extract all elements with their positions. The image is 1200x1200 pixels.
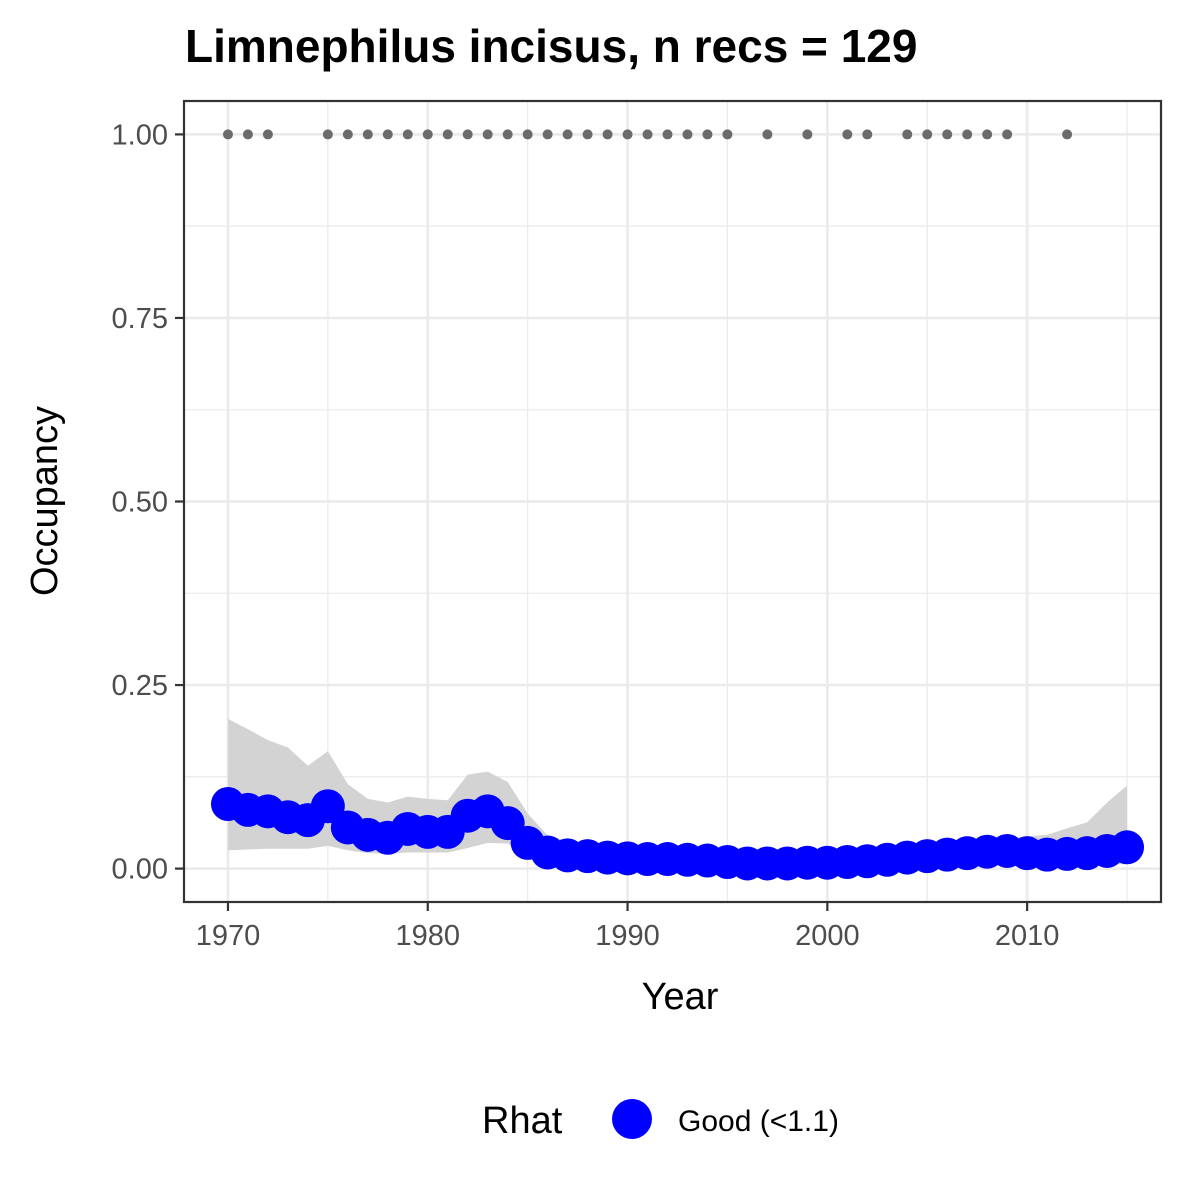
record-point [522,129,533,140]
x-tick-label: 1980 [395,920,460,952]
record-point [622,129,633,140]
y-tick-label: 0.25 [112,670,168,702]
grid-lines [184,101,1161,902]
record-points-layer [222,129,1073,140]
record-point [802,129,813,140]
chart-title: Limnephilus incisus, n recs = 129 [185,20,917,72]
record-point [562,129,573,140]
record-point [402,129,413,140]
x-axis: 1970 1980 1990 2000 2010 [196,902,1060,952]
record-point [422,129,433,140]
y-tick-label: 1.00 [112,119,168,151]
legend-title: Rhat [482,1100,563,1142]
occupancy-point [310,789,345,824]
y-tick-label: 0.50 [112,487,168,519]
record-point [922,129,933,140]
y-axis: 0.00 0.25 0.50 0.75 1.00 [112,119,184,886]
record-point [602,129,613,140]
x-tick-label: 2010 [995,920,1060,952]
record-point [582,129,593,140]
record-point [1002,129,1013,140]
record-point [542,129,553,140]
record-point [342,129,353,140]
record-point [222,129,233,140]
legend: Rhat Good (<1.1) [482,1099,839,1142]
record-point [442,129,453,140]
y-axis-title: Occupancy [24,406,66,596]
legend-label-good: Good (<1.1) [678,1105,839,1138]
record-point [1062,129,1073,140]
record-point [362,129,373,140]
record-point [642,129,653,140]
record-point [242,129,253,140]
record-point [702,129,713,140]
record-point [722,129,733,140]
record-point [482,129,493,140]
y-tick-label: 0.75 [112,303,168,335]
record-point [682,129,693,140]
x-tick-label: 1970 [196,920,261,952]
record-point [762,129,773,140]
record-point [902,129,913,140]
record-point [462,129,473,140]
record-point [382,129,393,140]
legend-key-good [612,1099,652,1139]
y-tick-label: 0.00 [112,854,168,886]
occupancy-point [1110,830,1145,865]
record-point [962,129,973,140]
x-tick-label: 2000 [795,920,860,952]
occupancy-points-layer [210,786,1145,881]
record-point [942,129,953,140]
record-point [322,129,333,140]
record-point [862,129,873,140]
record-point [662,129,673,140]
x-tick-label: 1990 [595,920,660,952]
record-point [842,129,853,140]
record-point [982,129,993,140]
record-point [502,129,513,140]
x-axis-title: Year [642,976,719,1018]
record-point [262,129,273,140]
